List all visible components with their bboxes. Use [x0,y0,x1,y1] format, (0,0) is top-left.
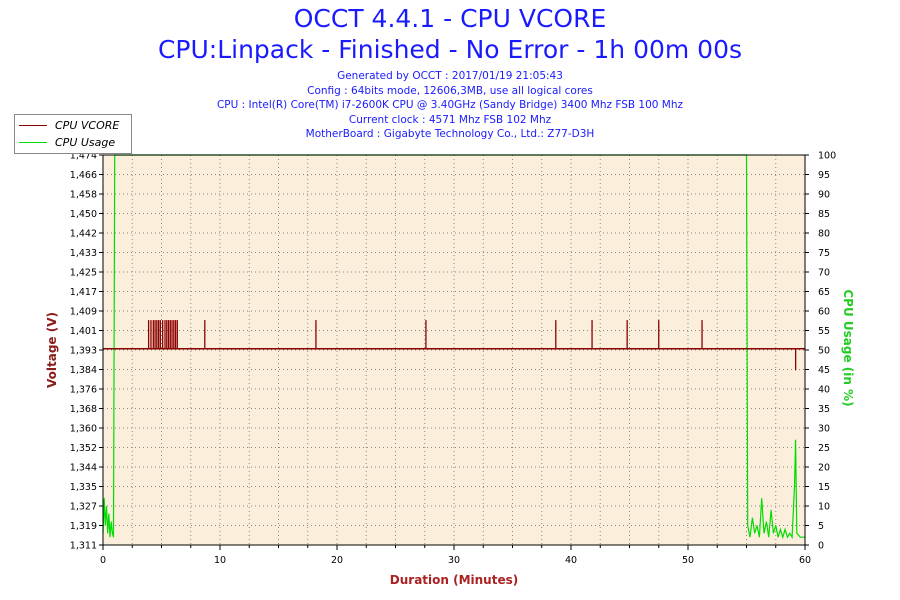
y2-tick-label: 0 [818,541,824,552]
y-tick-label: 1,401 [70,326,97,337]
y-tick-label: 1,393 [70,346,97,357]
info-generated: Generated by OCCT : 2017/01/19 21:05:43 [337,70,563,82]
x-tick-label: 50 [682,555,694,566]
y2-tick-label: 75 [818,248,830,259]
y2-tick-label: 50 [818,346,830,357]
y2-tick-label: 80 [818,229,830,240]
info-block: Generated by OCCT : 2017/01/19 21:05:43 … [0,69,900,142]
y2-tick-label: 90 [818,190,830,201]
y2-tick-label: 95 [818,170,830,181]
y2-tick-label: 65 [818,287,830,298]
y2-tick-label: 40 [818,385,830,396]
y-tick-label: 1,352 [70,443,97,454]
y2-tick-label: 55 [818,326,830,337]
y-tick-label: 1,384 [70,365,97,376]
y-tick-label: 1,368 [70,404,97,415]
info-clock: Current clock : 4571 Mhz FSB 102 Mhz [348,113,552,126]
y-tick-label: 1,450 [70,209,97,220]
y2-tick-label: 60 [818,307,830,318]
y-tick-label: 1,425 [70,268,97,279]
info-motherboard: MotherBoard : Gigabyte Technology Co., L… [305,128,595,140]
y2-tick-label: 10 [818,502,830,513]
legend-label-vcore: CPU VCORE [55,118,120,132]
y-tick-label: 1,311 [70,541,97,552]
y-tick-label: 1,376 [70,385,97,396]
legend-item-vcore: CPU VCORE [19,117,119,133]
y-tick-label: 1,335 [70,482,97,493]
x-tick-label: 20 [331,555,343,566]
y-tick-label: 1,360 [70,424,97,435]
y-tick-label: 1,417 [70,287,97,298]
y2-tick-label: 15 [818,482,830,493]
series-group [102,154,805,540]
y-axis-label: Voltage (V) [45,312,59,388]
y-tick-label: 1,433 [70,248,97,259]
y2-tick-label: 45 [818,365,830,376]
legend: CPU VCORE CPU Usage [14,114,132,154]
grid-lines [103,155,805,545]
x-tick-label: 0 [100,555,106,566]
x-axis-label: Duration (Minutes) [390,573,518,587]
y-tick-label: 1,442 [70,229,97,240]
y2-tick-label: 20 [818,463,830,474]
y2-tick-label: 100 [818,151,836,162]
y2-tick-label: 30 [818,424,830,435]
axes-group: 1,311 1,319 1,327 1,335 1,344 1,352 1,360 1,368… [45,151,855,588]
legend-item-usage: CPU Usage [19,134,115,150]
y2-tick-label: 5 [818,521,824,532]
series-line-cpu-usage [102,154,805,540]
y2-tick-label: 70 [818,268,830,279]
y2-tick-label: 25 [818,443,830,454]
y-tick-label: 1,474 [70,151,97,162]
y2-tick-label: 85 [818,209,830,220]
x-tick-label: 60 [799,555,811,566]
legend-swatch-usage [19,141,47,143]
legend-label-usage: CPU Usage [55,135,116,149]
legend-swatch-vcore [19,124,47,126]
y2-axis-label: CPU Usage (in %) [841,289,855,406]
y-tick-label: 1,319 [70,521,97,532]
y-tick-label: 1,466 [70,170,97,181]
y2-tick-label: 35 [818,404,830,415]
x-tick-label: 10 [214,555,226,566]
x-tick-label: 30 [448,555,460,566]
info-config: Config : 64bits mode, 12606,3MB, use all… [307,84,593,97]
chart-subtitle: CPU:Linpack - Finished - No Error - 1h 0… [157,35,743,64]
x-tick-label: 40 [565,555,577,566]
chart-title: OCCT 4.4.1 - CPU VCORE [293,4,607,33]
y-tick-label: 1,458 [70,190,97,201]
y-tick-label: 1,409 [70,307,97,318]
info-cpu: CPU : Intel(R) Core(TM) i7-2600K CPU @ 3… [216,99,684,111]
y-tick-label: 1,327 [70,502,97,513]
y-tick-label: 1,344 [70,463,97,474]
